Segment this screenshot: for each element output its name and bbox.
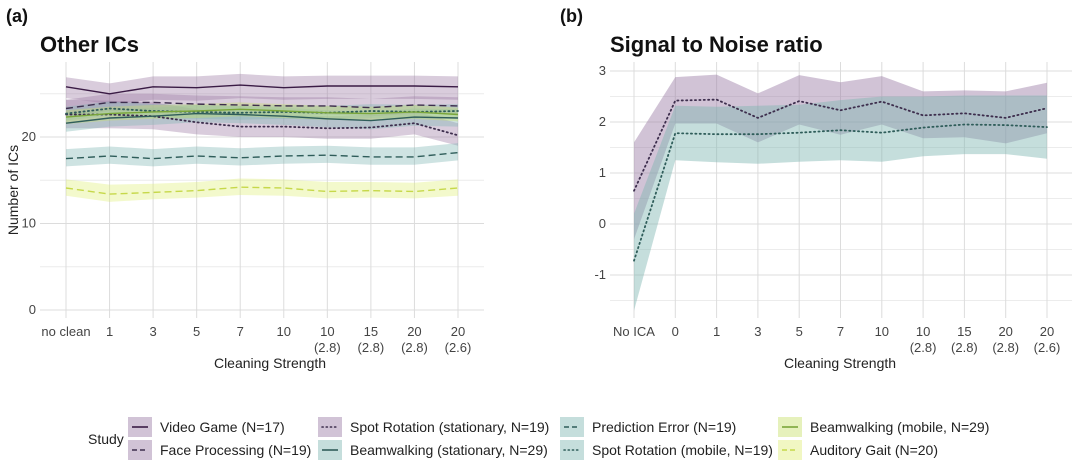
legend-item-video-game-n-17: Video Game (N=17) <box>128 417 285 437</box>
ci-band-prediction-error-n-19 <box>66 143 458 167</box>
panel-a: (a) Other ICs 0 10 20 no clean 1 3 5 7 10 10 (2.8… <box>5 6 484 371</box>
panel-a-x-axis-label: Cleaning Strength <box>214 355 326 371</box>
series-line-video-game-n-17 <box>65 84 459 95</box>
legend-item-beamwalking-mobile-n-29: Beamwalking (mobile, N=29) <box>778 417 989 437</box>
x-tick-label: 0 <box>672 324 679 339</box>
ci-band-spot-rotation-stationary-n-19 <box>634 74 1047 240</box>
panel-a-tag: (a) <box>6 6 28 26</box>
panel-b-grid <box>610 62 1072 318</box>
x-tick-label: 1 <box>713 324 720 339</box>
series-line-beamwalking-stationary-n-29 <box>65 112 459 124</box>
x-tick-label: 5 <box>796 324 803 339</box>
x-tick-label: 7 <box>837 324 844 339</box>
panel-b-title: Signal to Noise ratio <box>610 32 823 57</box>
panel-a-title: Other ICs <box>40 32 139 57</box>
x-tick-label: 3 <box>149 324 156 339</box>
y-tick-label: 10 <box>22 216 36 231</box>
legend-item-beamwalking-stationary-n-29: Beamwalking (stationary, N=29) <box>318 440 548 460</box>
legend-item-spot-rotation-mobile-n-19: Spot Rotation (mobile, N=19) <box>560 440 773 460</box>
x-tick-label: 15 (2.8) <box>358 324 385 355</box>
x-tick-label: 20 (2.6) <box>445 324 472 355</box>
x-tick-label: 10 <box>277 324 291 339</box>
series-line-spot-rotation-stationary-n-19 <box>633 98 1048 192</box>
legend-label: Face Processing (N=19) <box>160 442 311 458</box>
y-tick-label: -1 <box>594 267 606 282</box>
x-tick-label: 10 <box>875 324 889 339</box>
legend-title: Study <box>88 431 124 447</box>
x-tick-label: No ICA <box>613 324 655 339</box>
legend-item-auditory-gait-n-20: Auditory Gait (N=20) <box>778 440 938 460</box>
x-tick-label: 10 (2.8) <box>910 324 937 355</box>
panel-b-lines <box>633 98 1048 262</box>
legend-label: Video Game (N=17) <box>160 419 285 435</box>
panel-b: (b) Signal to Noise ratio -1 0 1 2 3 No ICA 0… <box>560 6 1072 371</box>
x-tick-label: 15 (2.8) <box>951 324 978 355</box>
legend-item-spot-rotation-stationary-n-19: Spot Rotation (stationary, N=19) <box>318 417 549 437</box>
legend-item-face-processing-n-19: Face Processing (N=19) <box>128 440 311 460</box>
panel-b-y-ticks: -1 0 1 2 3 <box>594 63 606 282</box>
panel-a-x-ticks: no clean 1 3 5 7 10 10 (2.8) 15 (2.8) 20 (2.8) 20 (2.… <box>41 324 471 355</box>
legend-item-prediction-error-n-19: Prediction Error (N=19) <box>560 417 736 437</box>
legend-label: Spot Rotation (mobile, N=19) <box>592 442 773 458</box>
legend-label: Beamwalking (stationary, N=29) <box>350 442 548 458</box>
y-tick-label: 0 <box>29 302 36 317</box>
y-tick-label: 20 <box>22 129 36 144</box>
legend-label: Prediction Error (N=19) <box>592 419 736 435</box>
series-line-spot-rotation-stationary-n-19 <box>65 113 459 137</box>
panel-b-x-axis-label: Cleaning Strength <box>784 355 896 371</box>
panel-b-tag: (b) <box>560 6 583 26</box>
legend-label: Auditory Gait (N=20) <box>810 442 938 458</box>
legend-label: Spot Rotation (stationary, N=19) <box>350 419 549 435</box>
x-tick-label: 20 (2.8) <box>401 324 428 355</box>
y-tick-label: 0 <box>599 216 606 231</box>
x-tick-label: no clean <box>41 324 90 339</box>
x-tick-label: 10 (2.8) <box>314 324 341 355</box>
panel-a-y-ticks: 0 10 20 <box>22 129 36 317</box>
x-tick-label: 1 <box>106 324 113 339</box>
ci-band-beamwalking-mobile-n-29 <box>66 102 458 124</box>
panel-a-lines <box>65 84 459 195</box>
y-tick-label: 3 <box>599 63 606 78</box>
series-line-spot-rotation-mobile-n-19 <box>65 107 459 115</box>
y-tick-label: 2 <box>599 114 606 129</box>
x-tick-label: 7 <box>237 324 244 339</box>
panel-a-bands <box>66 73 458 202</box>
legend-label: Beamwalking (mobile, N=29) <box>810 419 989 435</box>
series-line-spot-rotation-mobile-n-19 <box>633 123 1048 262</box>
ci-band-spot-rotation-mobile-n-19 <box>634 95 1047 311</box>
panel-a-y-axis-label: Number of ICs <box>5 145 21 235</box>
ci-band-video-game-n-17 <box>66 73 458 105</box>
ci-band-auditory-gait-n-20 <box>66 178 458 202</box>
series-line-beamwalking-mobile-n-29 <box>65 108 459 118</box>
legend: Study Video Game (N=17) Face Processing (… <box>88 417 989 460</box>
panel-b-bands <box>634 74 1047 311</box>
x-tick-label: 20 (2.8) <box>992 324 1019 355</box>
panel-b-x-ticks: No ICA 0 1 3 5 7 10 10 (2.8) 15 (2.8) 20 (2.8) 20 (2.6… <box>613 324 1060 355</box>
x-tick-label: 20 (2.6) <box>1034 324 1061 355</box>
y-tick-label: 1 <box>599 165 606 180</box>
x-tick-label: 3 <box>754 324 761 339</box>
x-tick-label: 5 <box>193 324 200 339</box>
